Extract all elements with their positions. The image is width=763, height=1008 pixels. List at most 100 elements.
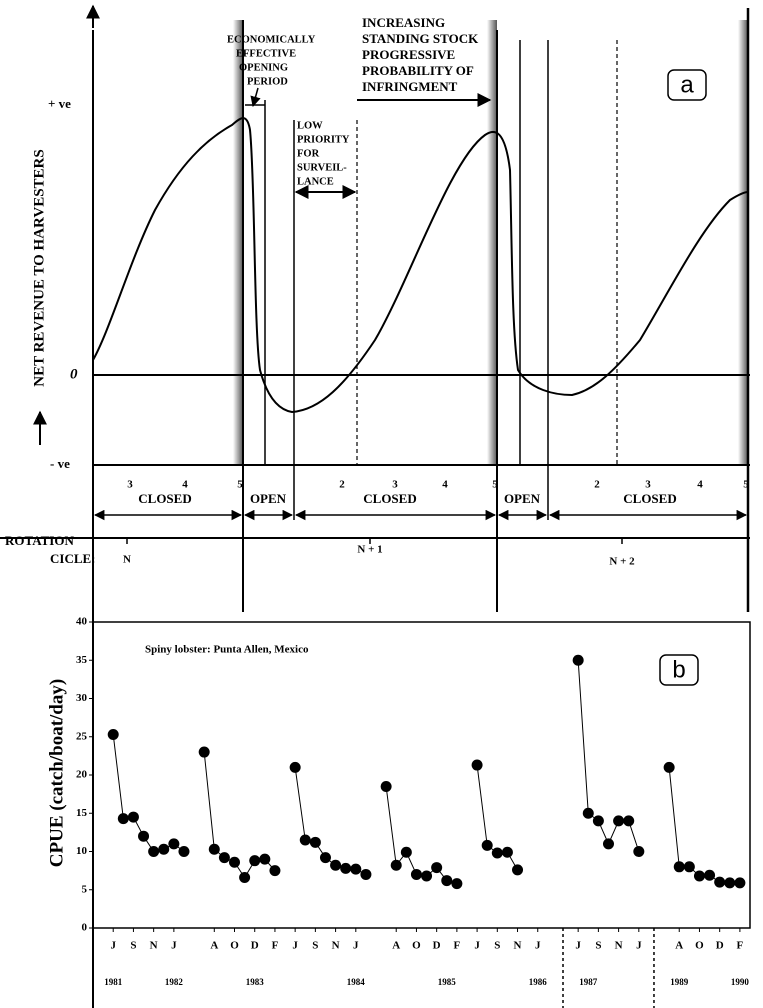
year-label: 1985 xyxy=(438,977,457,987)
data-point xyxy=(421,870,433,882)
year-label: 1981 xyxy=(104,977,123,987)
data-point xyxy=(592,815,604,827)
data-point xyxy=(350,863,362,875)
x-tick-label: O xyxy=(412,940,421,952)
annotation: PERIOD xyxy=(247,76,288,87)
data-point xyxy=(491,847,503,859)
x-tick-label: A xyxy=(210,940,218,952)
x-tick-label: J xyxy=(353,940,359,952)
y-label-bottom: - ve xyxy=(50,456,70,471)
data-point xyxy=(269,865,281,877)
x-tick-label: J xyxy=(110,940,116,952)
data-point xyxy=(229,856,241,868)
year-label: 1989 xyxy=(670,977,689,987)
x-tick-label: O xyxy=(695,940,704,952)
period-label: CLOSED xyxy=(363,491,416,506)
y-axis-title: NET REVENUE TO HARVESTERS xyxy=(31,149,47,386)
y-axis-title: CPUE (catch/boat/day) xyxy=(46,679,67,867)
year-label: 1983 xyxy=(246,977,265,987)
y-tick-label: 35 xyxy=(76,654,88,666)
y-label-zero: 0 xyxy=(70,366,78,382)
data-point xyxy=(471,759,483,771)
data-point xyxy=(410,868,422,880)
cycle-label: N + 2 xyxy=(609,556,635,568)
data-point xyxy=(178,846,190,857)
month-marker: 4 xyxy=(182,479,188,491)
data-point xyxy=(138,830,150,842)
x-tick-label: D xyxy=(251,940,259,952)
data-point xyxy=(148,846,160,857)
data-point xyxy=(299,834,311,846)
data-point xyxy=(309,836,321,848)
data-point xyxy=(289,761,301,773)
data-point xyxy=(340,862,352,874)
x-tick-label: N xyxy=(615,940,623,952)
y-tick-label: 10 xyxy=(76,845,88,857)
period-label: CLOSED xyxy=(623,491,676,506)
x-tick-label: N xyxy=(332,940,340,952)
x-tick-label: S xyxy=(130,940,136,952)
plot-frame xyxy=(92,621,751,929)
data-point xyxy=(319,852,331,864)
annotation: INCREASING xyxy=(362,15,445,30)
x-tick-label: J xyxy=(292,940,298,952)
arrow xyxy=(250,87,261,108)
panel-b: b Spiny lobster: Punta Allen, Mexico CPU… xyxy=(46,644,699,867)
y-tick-label: 0 xyxy=(82,922,88,934)
annotation: Spiny lobster: Punta Allen, Mexico xyxy=(145,644,309,656)
y-tick-label: 5 xyxy=(82,883,88,895)
data-point xyxy=(693,870,705,882)
rotation-label: ROTATION xyxy=(5,533,74,548)
annotation: EFFECTIVE xyxy=(236,48,296,59)
year-label: 1990 xyxy=(731,977,750,987)
x-tick-label: A xyxy=(392,940,400,952)
revenue-curve xyxy=(92,117,749,414)
cycle-label: N xyxy=(123,554,131,566)
x-tick-label: S xyxy=(494,940,500,952)
annotation: SURVEIL- xyxy=(297,162,347,173)
month-marker: 5 xyxy=(237,479,243,491)
annotation: PROGRESSIVE xyxy=(362,47,455,62)
data-point xyxy=(704,869,716,881)
year-label: 1984 xyxy=(347,977,366,987)
x-tick-label: N xyxy=(514,940,522,952)
month-marker: 2 xyxy=(594,479,600,491)
data-point xyxy=(218,852,230,864)
data-point xyxy=(107,728,119,740)
data-point xyxy=(380,780,392,792)
annotation: STANDING STOCK xyxy=(362,31,479,46)
data-point xyxy=(330,859,342,871)
month-marker: 4 xyxy=(442,479,448,491)
data-point xyxy=(451,878,463,890)
data-point xyxy=(512,864,524,876)
panel-label-box xyxy=(659,654,699,686)
data-point xyxy=(572,654,584,666)
data-point xyxy=(259,853,271,865)
x-tick-label: F xyxy=(454,940,461,952)
y-tick-label: 20 xyxy=(76,769,88,781)
stipple xyxy=(738,20,748,465)
data-point xyxy=(158,843,170,855)
data-point xyxy=(602,838,614,850)
month-marker: 5 xyxy=(743,479,749,491)
x-tick-label: N xyxy=(150,940,158,952)
x-tick-label: J xyxy=(575,940,581,952)
x-tick-label: A xyxy=(675,940,683,952)
data-point xyxy=(501,846,513,858)
data-point xyxy=(481,839,493,851)
y-label-top: + ve xyxy=(48,96,71,111)
data-point xyxy=(249,855,261,867)
annotation: ECONOMICALLY xyxy=(227,34,316,45)
y-tick-label: 25 xyxy=(76,730,88,742)
panel-a: a + ve 0 - ve NET REVENUE TO HARVESTERS xyxy=(0,4,750,1008)
x-tick-label: S xyxy=(312,940,318,952)
month-marker: 4 xyxy=(697,479,703,491)
data-point xyxy=(582,807,594,819)
period-label: CLOSED xyxy=(138,491,191,506)
data-point xyxy=(683,861,695,873)
month-marker: 5 xyxy=(492,479,498,491)
data-point xyxy=(633,846,645,857)
x-tick-label: J xyxy=(636,940,642,952)
period-label: OPEN xyxy=(504,491,541,506)
panel-label-box xyxy=(667,69,707,101)
